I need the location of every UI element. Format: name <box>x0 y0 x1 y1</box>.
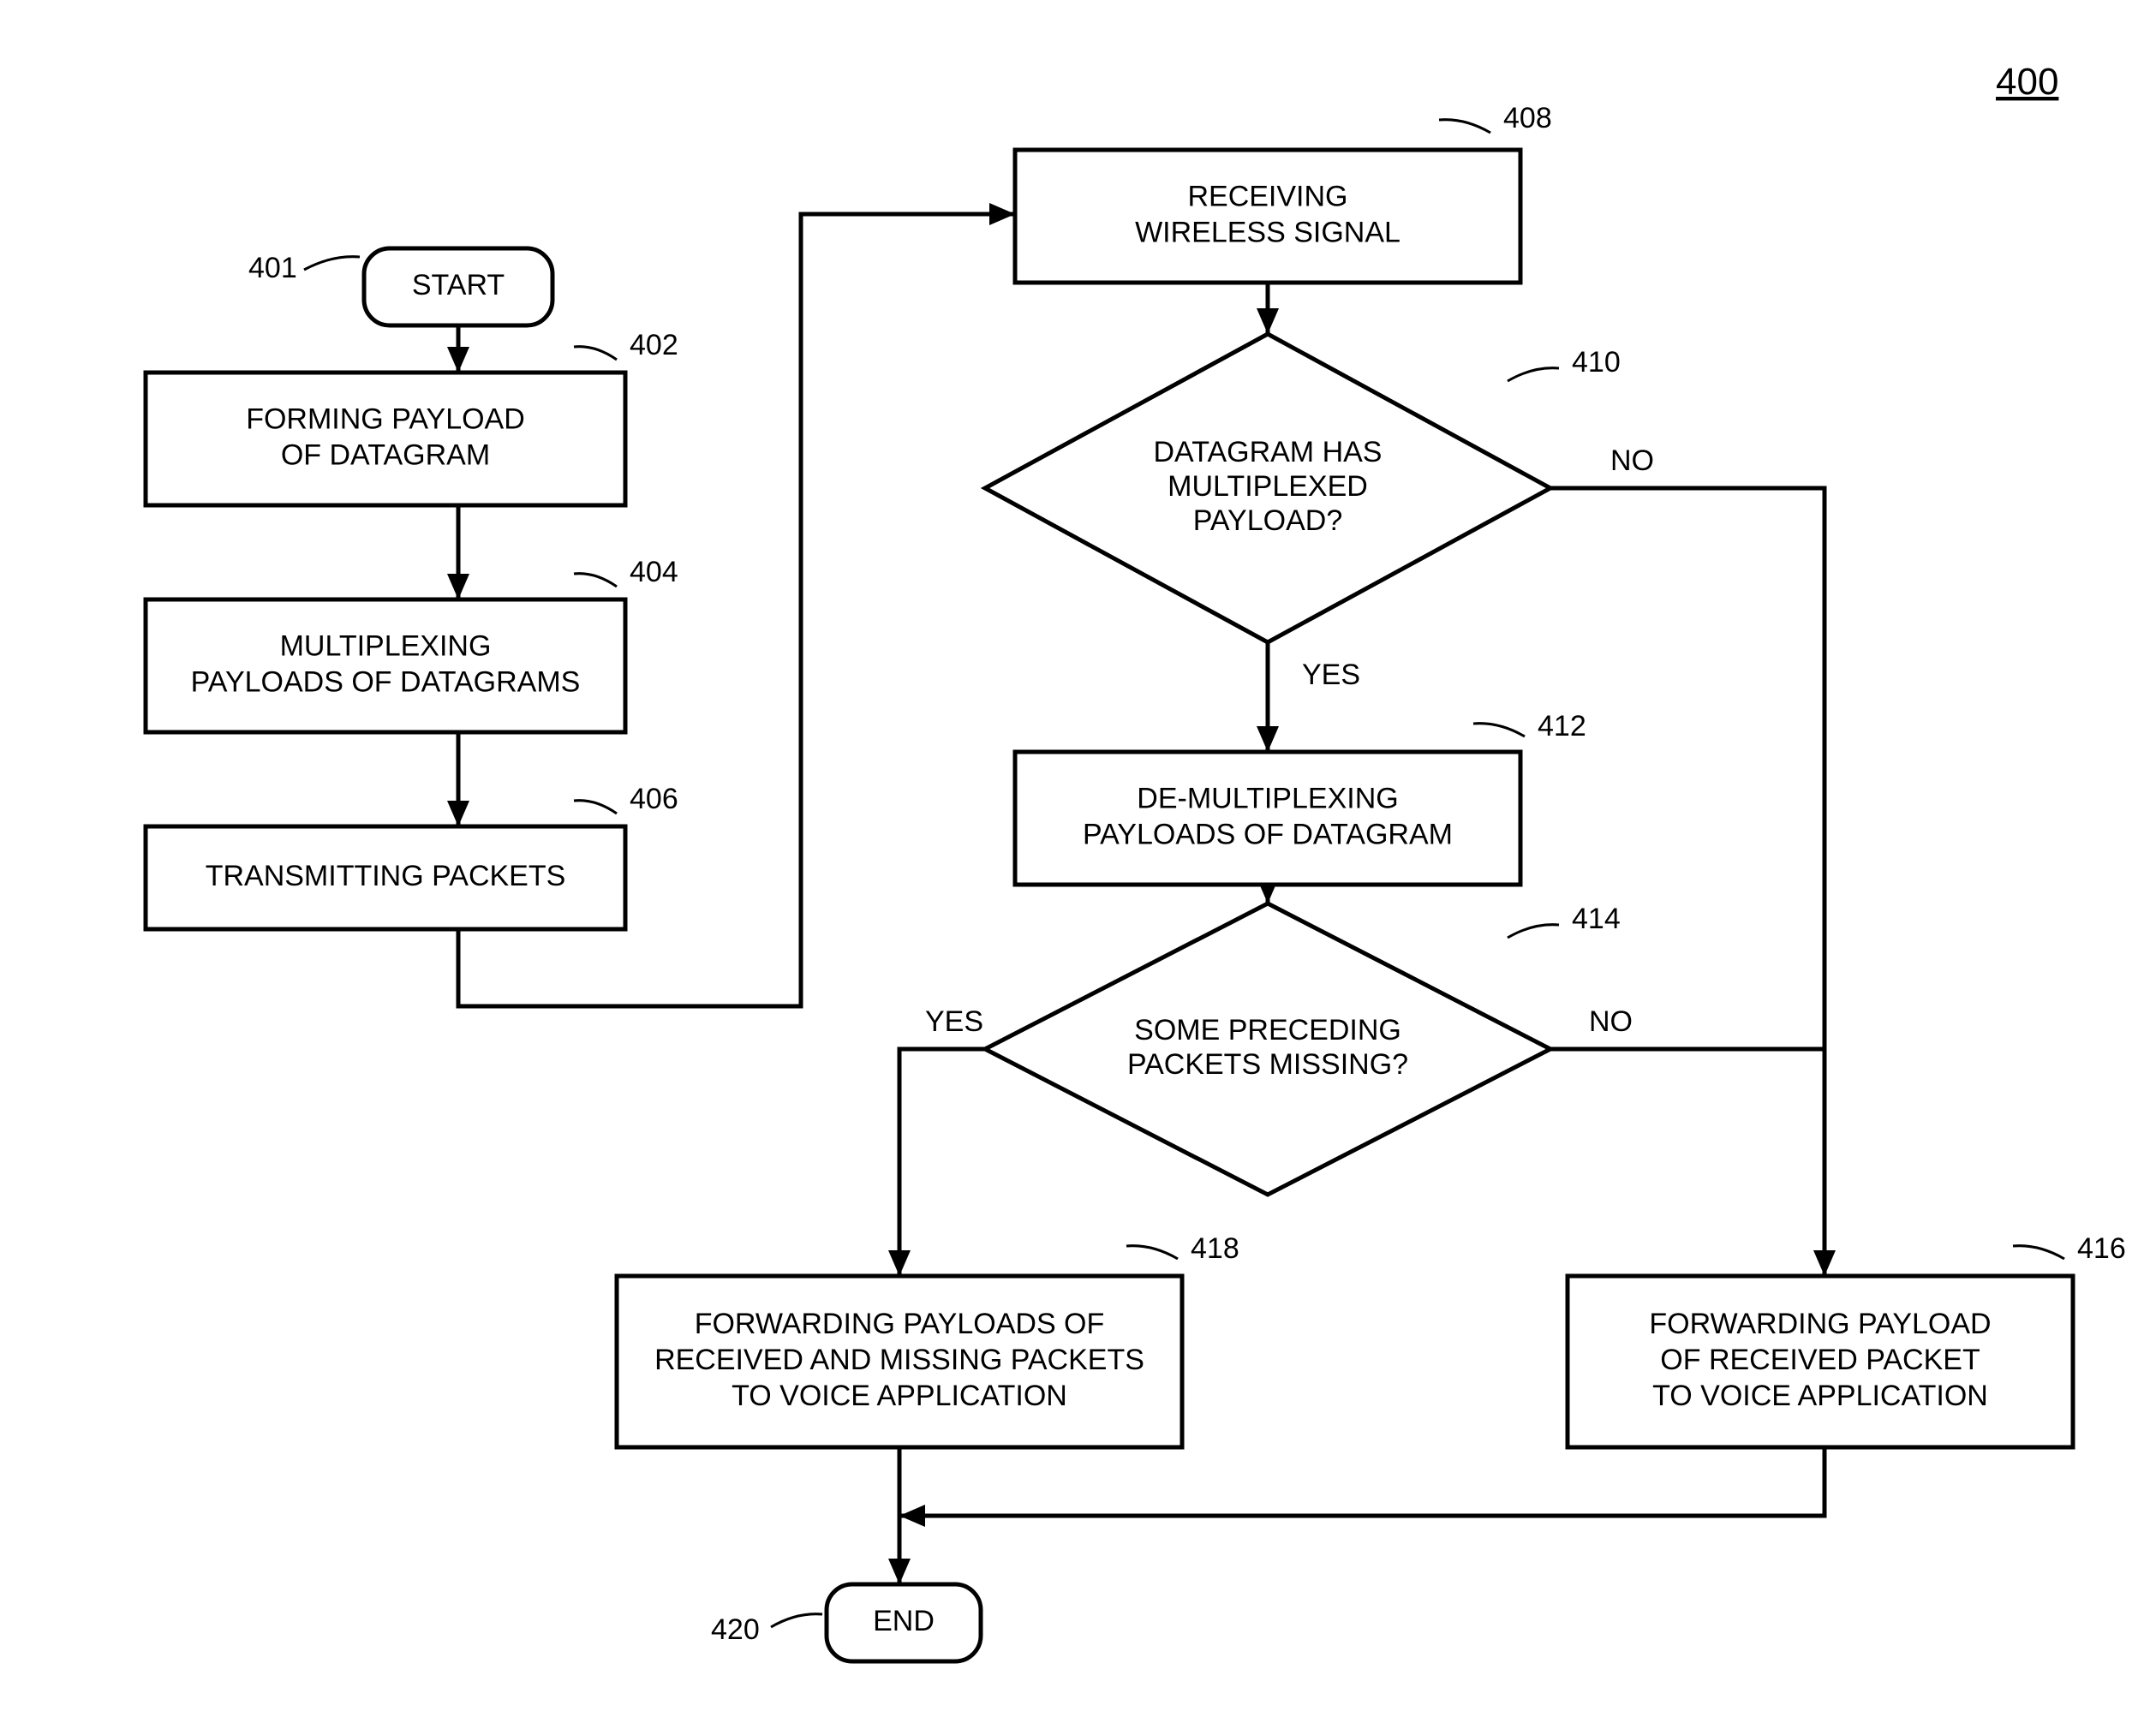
svg-text:WIRELESS SIGNAL: WIRELESS SIGNAL <box>1135 216 1401 248</box>
svg-text:TO VOICE APPLICATION: TO VOICE APPLICATION <box>1652 1380 1988 1412</box>
edge <box>899 1049 985 1276</box>
svg-text:PACKETS MISSING?: PACKETS MISSING? <box>1127 1048 1408 1081</box>
svg-text:OF DATAGRAM: OF DATAGRAM <box>281 438 490 471</box>
ref-leader <box>1439 120 1490 133</box>
svg-text:DATAGRAM HAS: DATAGRAM HAS <box>1154 436 1383 468</box>
svg-text:MULTIPLEXED: MULTIPLEXED <box>1168 470 1368 503</box>
svg-text:418: 418 <box>1191 1232 1239 1265</box>
svg-text:TO VOICE APPLICATION: TO VOICE APPLICATION <box>732 1380 1067 1412</box>
svg-text:410: 410 <box>1572 346 1621 379</box>
svg-text:NO: NO <box>1610 444 1654 477</box>
svg-text:YES: YES <box>1302 659 1360 691</box>
svg-text:END: END <box>873 1605 935 1637</box>
ref-leader <box>1473 724 1525 736</box>
svg-text:TRANSMITTING PACKETS: TRANSMITTING PACKETS <box>206 860 566 892</box>
svg-text:FORMING PAYLOAD: FORMING PAYLOAD <box>246 402 525 435</box>
svg-text:START: START <box>412 269 505 301</box>
svg-text:FORWARDING PAYLOADS OF: FORWARDING PAYLOADS OF <box>695 1308 1105 1340</box>
edge <box>1550 488 1825 1276</box>
svg-text:404: 404 <box>630 556 678 588</box>
svg-text:RECEIVING: RECEIVING <box>1187 180 1347 212</box>
svg-text:NO: NO <box>1589 1005 1633 1038</box>
svg-text:408: 408 <box>1503 102 1552 134</box>
ref-leader <box>1508 925 1559 938</box>
svg-text:414: 414 <box>1572 903 1621 935</box>
ref-leader <box>304 257 360 270</box>
svg-text:YES: YES <box>925 1005 983 1038</box>
svg-text:FORWARDING PAYLOAD: FORWARDING PAYLOAD <box>1649 1308 1991 1340</box>
svg-text:RECEIVED AND MISSING PACKETS: RECEIVED AND MISSING PACKETS <box>654 1344 1144 1376</box>
svg-text:PAYLOAD?: PAYLOAD? <box>1193 504 1342 537</box>
ref-leader <box>2013 1246 2064 1259</box>
svg-text:406: 406 <box>630 783 678 815</box>
svg-text:416: 416 <box>2077 1232 2126 1265</box>
edge <box>899 1447 1825 1516</box>
svg-text:OF RECEIVED PACKET: OF RECEIVED PACKET <box>1660 1344 1980 1376</box>
ref-leader <box>1126 1246 1178 1259</box>
svg-text:412: 412 <box>1538 710 1586 742</box>
flowchart-400: START END 401 420 FORMING PAYLOADOF DATAGRAM… <box>0 0 2156 1729</box>
ref-leader <box>574 801 617 814</box>
svg-text:SOME PRECEDING: SOME PRECEDING <box>1134 1014 1401 1046</box>
svg-text:PAYLOADS OF DATAGRAM: PAYLOADS OF DATAGRAM <box>1083 818 1453 850</box>
svg-text:PAYLOADS OF DATAGRAMS: PAYLOADS OF DATAGRAMS <box>191 665 581 698</box>
ref-leader <box>771 1614 822 1627</box>
svg-text:401: 401 <box>248 252 297 284</box>
ref-leader <box>574 574 617 587</box>
svg-text:420: 420 <box>711 1613 760 1646</box>
ref-leader <box>1508 368 1559 381</box>
svg-text:DE-MULTIPLEXING: DE-MULTIPLEXING <box>1137 782 1398 814</box>
figure-number: 400 <box>1996 61 2058 103</box>
ref-leader <box>574 347 617 360</box>
svg-text:402: 402 <box>630 329 678 361</box>
svg-text:MULTIPLEXING: MULTIPLEXING <box>280 629 492 662</box>
